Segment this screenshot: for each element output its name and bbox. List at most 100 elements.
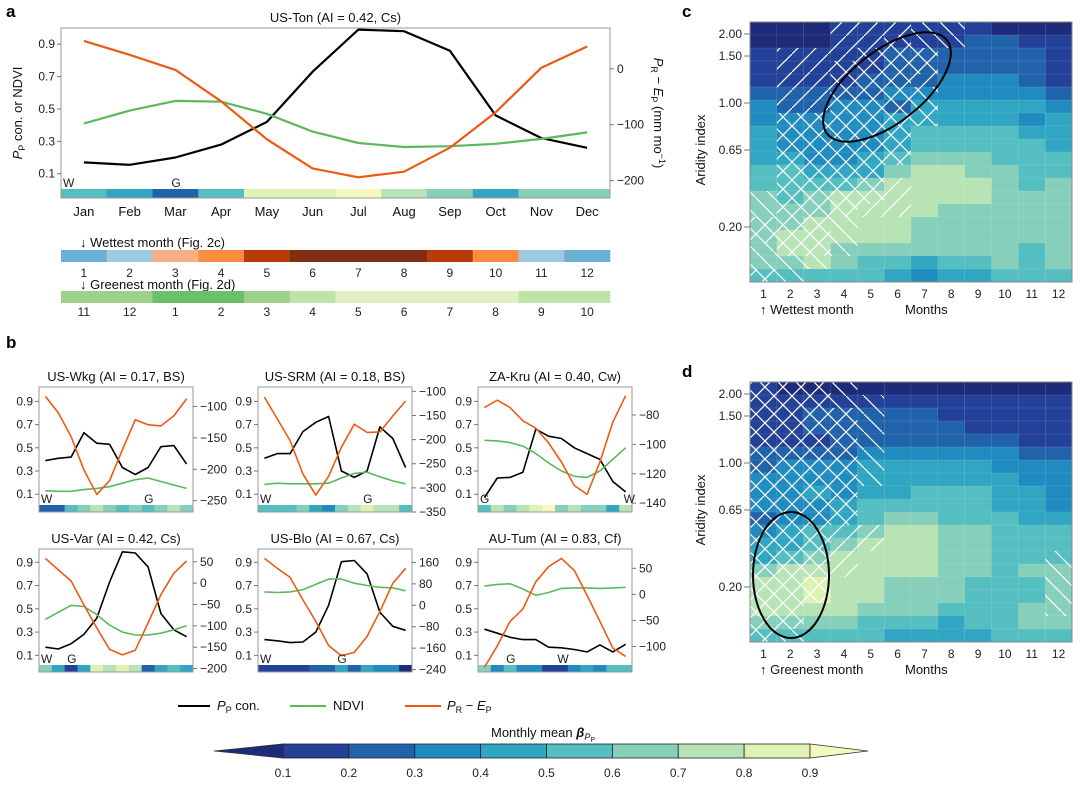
heatmap-cell <box>964 242 992 257</box>
axis-label-sub: P <box>17 145 27 151</box>
right-tick-label: 50 <box>639 561 653 575</box>
heatmap-cell <box>910 511 939 526</box>
significance-hatch <box>750 191 777 204</box>
heatmap-cell <box>910 242 939 257</box>
heatmap-cell <box>991 537 1019 552</box>
heatmap-cell <box>991 511 1019 526</box>
heatmap-cell <box>964 99 992 114</box>
legend: PP con. NDVI PR − EP <box>178 698 492 715</box>
right-tick-label: −100 <box>617 118 644 132</box>
significance-hatch <box>857 191 885 204</box>
significance-hatch <box>803 217 831 230</box>
heatmap-cell <box>1018 112 1046 127</box>
heatmap-cell <box>749 177 778 192</box>
right-tick-label: −50 <box>200 598 221 612</box>
heatmap-cell <box>1018 472 1046 487</box>
heatmap-cell <box>1044 537 1073 552</box>
colorbar-extend-low <box>213 743 284 759</box>
significance-hatch <box>803 564 831 577</box>
heatmap-cell <box>749 86 778 101</box>
heatmap-cell <box>964 47 992 62</box>
significance-hatch <box>830 499 858 512</box>
significance-hatch <box>857 61 885 74</box>
line-chart-b1: US-Wkg (AI = 0.17, BS) 0.1 0.3 0.5 0.7 0.9 −10… <box>16 369 227 513</box>
heatmap-cell <box>857 511 885 526</box>
heatmap-cell <box>749 60 778 75</box>
significance-hatch <box>776 382 804 395</box>
heatmap-cell <box>910 485 939 500</box>
significance-hatch <box>830 395 858 408</box>
significance-hatch <box>884 87 911 100</box>
heatmap-cell <box>910 125 939 140</box>
left-tick-label: 0.7 <box>16 579 33 593</box>
significance-hatch <box>750 616 777 629</box>
significance-hatch <box>884 61 911 74</box>
beta-strip-cell <box>244 189 291 198</box>
heatmap-cell <box>830 268 858 283</box>
heatmap-cell <box>1018 229 1046 244</box>
series-line-pr_minus_ep <box>44 557 188 656</box>
right-tick-label: 0 <box>419 598 426 612</box>
heatmap-cell <box>937 242 966 257</box>
heatmap-cell <box>883 576 912 591</box>
heatmap-cell <box>1044 459 1073 474</box>
significance-hatch <box>750 447 777 460</box>
heatmap-cell <box>883 524 912 539</box>
heatmap-cell <box>937 86 966 101</box>
significance-hatch <box>776 139 804 152</box>
beta-strip-cell <box>322 665 336 672</box>
heatmap-cell <box>991 472 1019 487</box>
strip-cell-label: 11 <box>78 305 91 319</box>
significance-hatch <box>776 499 804 512</box>
beta-strip-cell <box>167 665 181 672</box>
y-tick-label: 1.50 <box>719 49 743 63</box>
strip-cell-label: 12 <box>580 266 594 280</box>
y-axis-label: Aridity index <box>693 474 708 545</box>
significance-hatch <box>776 61 804 74</box>
heatmap-cell <box>1044 433 1073 448</box>
heatmap-cell <box>1044 190 1073 205</box>
left-tick-label: 0.3 <box>38 134 55 148</box>
beta-strip-cell <box>90 505 104 512</box>
significance-hatch <box>776 603 804 616</box>
x-tick-label: 7 <box>921 647 928 661</box>
heatmap-cell <box>1044 138 1073 153</box>
beta-strip-cell <box>555 665 569 672</box>
month-marker: G <box>480 492 489 506</box>
left-tick-label: 0.9 <box>455 394 472 408</box>
beta-strip-cell <box>77 505 91 512</box>
significance-hatch <box>750 564 777 577</box>
strip-cell <box>106 250 153 262</box>
strip-cell <box>244 291 291 303</box>
x-tick-label: 8 <box>948 647 955 661</box>
heatmap-cell <box>857 550 885 565</box>
significance-hatch <box>803 61 831 74</box>
significance-hatch <box>776 87 804 100</box>
significance-hatch <box>750 217 777 230</box>
heatmap-cell <box>1044 99 1073 114</box>
heatmap-cell <box>910 615 939 630</box>
heatmap-cell <box>883 407 912 422</box>
chart-title: AU-Tum (AI = 0.83, Cf) <box>489 531 622 546</box>
significance-hatch <box>1045 551 1072 564</box>
significance-hatch <box>830 486 858 499</box>
heatmap-cell <box>1018 446 1046 461</box>
significance-hatch <box>750 577 777 590</box>
heatmap-cell <box>937 268 966 283</box>
beta-strip-cell <box>399 505 413 512</box>
heatmap-cell <box>1018 34 1046 49</box>
series-line-pr_minus_ep <box>483 557 627 668</box>
x-tick-label: 3 <box>814 287 821 301</box>
heatmap-cell <box>937 563 966 578</box>
heatmap-cell <box>830 602 858 617</box>
left-tick-label: 0.1 <box>235 648 252 662</box>
month-marker: G <box>506 652 515 666</box>
heatmap-cell <box>964 21 992 36</box>
heatmap-cell <box>1018 381 1046 396</box>
y-tick-label: 1.50 <box>719 409 743 423</box>
heatmap-cell <box>749 164 778 179</box>
significance-hatch <box>884 178 911 191</box>
significance-hatch <box>750 460 777 473</box>
heatmap-cell <box>1018 550 1046 565</box>
beta-strip-cell <box>141 505 155 512</box>
